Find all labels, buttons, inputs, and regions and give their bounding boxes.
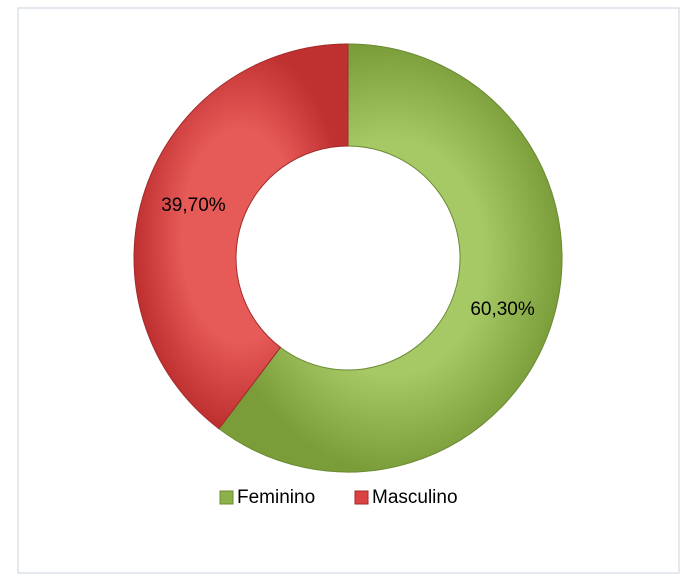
data-label: 39,70% [161, 195, 226, 216]
donut-slice [133, 43, 349, 430]
legend-label: Masculino [372, 487, 458, 508]
legend-label: Feminino [237, 487, 315, 508]
data-label: 60,30% [470, 299, 535, 320]
legend-swatch [219, 490, 234, 505]
legend-swatch [354, 490, 369, 505]
donut-slice [218, 43, 563, 473]
